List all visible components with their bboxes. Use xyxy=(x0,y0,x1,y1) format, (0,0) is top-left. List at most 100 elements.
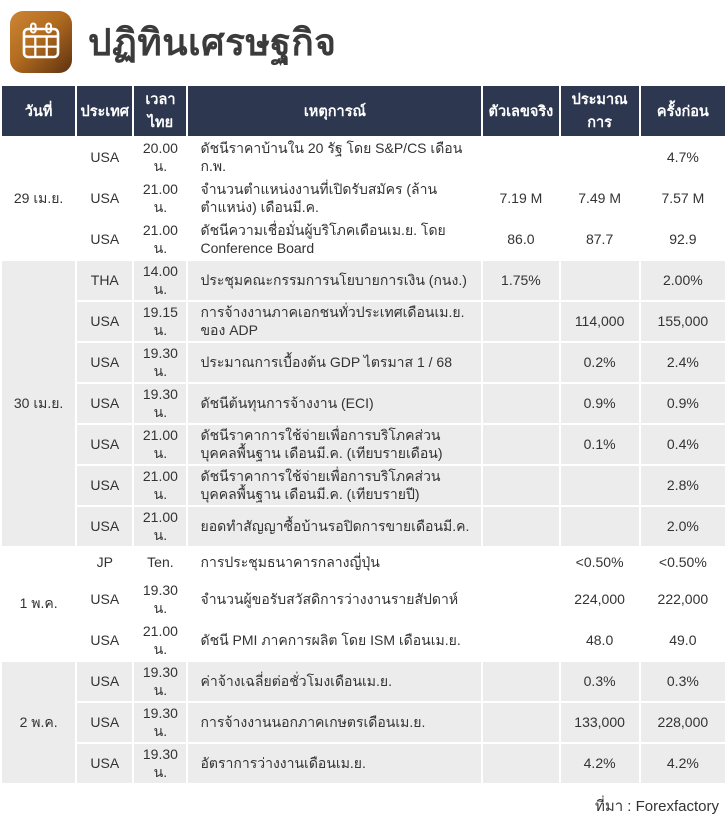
country-cell: USA xyxy=(77,621,133,660)
country-cell: USA xyxy=(77,302,133,341)
previous-cell: 155,000 xyxy=(640,302,725,341)
table-row: USA 21.00 น. ดัชนีความเชื่อมั่นผู้บริโภคเด… xyxy=(2,220,725,259)
time-cell: 21.00 น. xyxy=(134,220,187,259)
source-note: ที่มา : Forexfactory xyxy=(594,798,719,815)
column-header: เวลาไทย xyxy=(134,86,187,136)
time-cell: 19.30 น. xyxy=(134,580,187,619)
table-row: USA 19.15 น. การจ้างงานภาคเอกชนทั่วประเทศเ… xyxy=(2,302,725,341)
time-cell: 21.00 น. xyxy=(134,425,187,464)
event-cell: ดัชนีราคาบ้านใน 20 รัฐ โดย S&P/CS เดือนก… xyxy=(188,138,482,177)
time-cell: Ten. xyxy=(134,548,187,578)
country-cell: USA xyxy=(77,138,133,177)
country-cell: USA xyxy=(77,179,133,218)
table-row: USA 21.00 น. จำนวนตำแหน่งงานที่เปิดรับสมัค… xyxy=(2,179,725,218)
forecast-cell: 0.2% xyxy=(560,343,639,382)
time-cell: 19.30 น. xyxy=(134,662,187,701)
table-row: USA 21.00 น. ยอดทำสัญญาซื้อบ้านรอปิดการขาย… xyxy=(2,507,725,546)
table-row: 30 เม.ย. THA 14.00 น. ประชุมคณะกรรมการนโยบา… xyxy=(2,261,725,546)
column-header: วันที่ xyxy=(2,86,76,136)
column-header: ครั้งก่อน xyxy=(640,86,725,136)
forecast-cell: 0.3% xyxy=(560,662,639,701)
previous-cell: 0.3% xyxy=(640,662,725,701)
previous-cell: 4.7% xyxy=(640,138,725,177)
event-cell: ประชุมคณะกรรมการนโยบายการเงิน (กนง.) xyxy=(188,261,482,300)
economic-calendar-table: วันที่ ประเทศ เวลาไทย เหตุการณ์ ตัวเลขจริง ปร… xyxy=(0,84,727,785)
previous-cell: 2.4% xyxy=(640,343,725,382)
forecast-cell: 48.0 xyxy=(560,621,639,660)
actual-cell: 1.75% xyxy=(483,261,559,300)
country-cell: JP xyxy=(77,548,133,578)
event-cell: ดัชนีต้นทุนการจ้างงาน (ECI) xyxy=(188,384,482,423)
table-row: USA 19.30 น. จำนวนผู้ขอรับสวัสดิการว่างงาน… xyxy=(2,580,725,619)
table-row: USA 21.00 น. ดัชนี PMI ภาคการผลิต โดย ISM … xyxy=(2,621,725,660)
forecast-cell: 0.1% xyxy=(560,425,639,464)
column-header: เหตุการณ์ xyxy=(188,86,482,136)
forecast-cell xyxy=(560,466,639,505)
table-body: 29 เม.ย. USA 20.00 น. ดัชนีราคาบ้านใน 20 รั… xyxy=(2,138,725,783)
previous-cell: 4.2% xyxy=(640,744,725,783)
country-cell: USA xyxy=(77,662,133,701)
header-row: วันที่ ประเทศ เวลาไทย เหตุการณ์ ตัวเลขจริง ปร… xyxy=(2,86,725,136)
page-title: ปฏิทินเศรษฐกิจ xyxy=(88,21,337,63)
time-cell: 20.00 น. xyxy=(134,138,187,177)
forecast-cell: 0.9% xyxy=(560,384,639,423)
event-cell: จำนวนผู้ขอรับสวัสดิการว่างงานรายสัปดาห์ xyxy=(188,580,482,619)
previous-cell: 49.0 xyxy=(640,621,725,660)
previous-cell: 2.8% xyxy=(640,466,725,505)
country-cell: USA xyxy=(77,466,133,505)
table-row: USA 21.00 น. ดัชนีราคาการใช้จ่ายเพื่อการบร… xyxy=(2,425,725,464)
forecast-cell: 224,000 xyxy=(560,580,639,619)
actual-cell: 86.0 xyxy=(483,220,559,259)
country-cell: USA xyxy=(77,744,133,783)
previous-cell: 92.9 xyxy=(640,220,725,259)
time-cell: 19.30 น. xyxy=(134,343,187,382)
event-cell: การจ้างงานนอกภาคเกษตรเดือนเม.ย. xyxy=(188,703,482,742)
actual-cell xyxy=(483,703,559,742)
time-cell: 21.00 น. xyxy=(134,466,187,505)
forecast-cell: 7.49 M xyxy=(560,179,639,218)
event-cell: ประมาณการเบื้องต้น GDP ไตรมาส 1 / 68 xyxy=(188,343,482,382)
time-cell: 19.30 น. xyxy=(134,744,187,783)
actual-cell xyxy=(483,580,559,619)
actual-cell: 7.19 M xyxy=(483,179,559,218)
previous-cell: 0.9% xyxy=(640,384,725,423)
time-cell: 19.15 น. xyxy=(134,302,187,341)
event-cell: ค่าจ้างเฉลี่ยต่อชั่วโมงเดือนเม.ย. xyxy=(188,662,482,701)
country-cell: USA xyxy=(77,384,133,423)
actual-cell xyxy=(483,662,559,701)
actual-cell xyxy=(483,548,559,578)
event-cell: ยอดทำสัญญาซื้อบ้านรอปิดการขายเดือนมี.ค. xyxy=(188,507,482,546)
country-cell: USA xyxy=(77,703,133,742)
table-row: USA 19.30 น. อัตราการว่างงานเดือนเม.ย. 4.2%… xyxy=(2,744,725,783)
country-cell: USA xyxy=(77,580,133,619)
country-cell: USA xyxy=(77,220,133,259)
time-cell: 21.00 น. xyxy=(134,507,187,546)
previous-cell: 222,000 xyxy=(640,580,725,619)
forecast-cell: 4.2% xyxy=(560,744,639,783)
country-cell: THA xyxy=(77,261,133,300)
time-cell: 19.30 น. xyxy=(134,384,187,423)
previous-cell: <0.50% xyxy=(640,548,725,578)
forecast-cell: 114,000 xyxy=(560,302,639,341)
country-cell: USA xyxy=(77,425,133,464)
forecast-cell: <0.50% xyxy=(560,548,639,578)
previous-cell: 7.57 M xyxy=(640,179,725,218)
actual-cell xyxy=(483,138,559,177)
event-cell: จำนวนตำแหน่งงานที่เปิดรับสมัคร (ล้านตำแห… xyxy=(188,179,482,218)
time-cell: 14.00 น. xyxy=(134,261,187,300)
event-cell: ดัชนีราคาการใช้จ่ายเพื่อการบริโภคส่วนบุค… xyxy=(188,466,482,505)
table-row: USA 21.00 น. ดัชนีราคาการใช้จ่ายเพื่อการบร… xyxy=(2,466,725,505)
column-header: ประมาณการ xyxy=(560,86,639,136)
event-cell: การประชุมธนาคารกลางญี่ปุ่น xyxy=(188,548,482,578)
actual-cell xyxy=(483,744,559,783)
table-row: 29 เม.ย. USA 20.00 น. ดัชนีราคาบ้านใน 20 รั… xyxy=(2,138,725,259)
time-cell: 19.30 น. xyxy=(134,703,187,742)
forecast-cell xyxy=(560,138,639,177)
column-header: ประเทศ xyxy=(77,86,133,136)
page-header: ปฏิทินเศรษฐกิจ xyxy=(0,0,727,84)
table-row: USA 19.30 น. ประมาณการเบื้องต้น GDP ไตรมาส… xyxy=(2,343,725,382)
previous-cell: 228,000 xyxy=(640,703,725,742)
time-cell: 21.00 น. xyxy=(134,621,187,660)
actual-cell xyxy=(483,507,559,546)
event-cell: ดัชนีความเชื่อมั่นผู้บริโภคเดือนเม.ย. โด… xyxy=(188,220,482,259)
